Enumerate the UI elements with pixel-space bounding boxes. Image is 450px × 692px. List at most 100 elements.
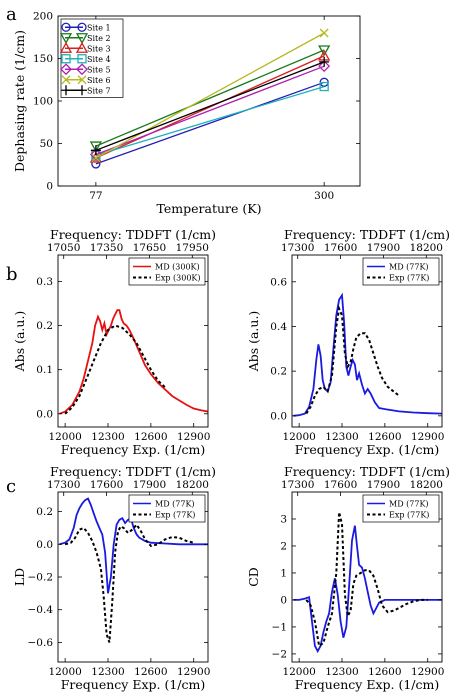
- legend-label-1: Exp (77K): [389, 274, 429, 283]
- y-tick-label: −0.4: [28, 604, 54, 616]
- panel-letter-c: c: [6, 476, 16, 497]
- top-x-tick-label: 18200: [410, 479, 443, 491]
- series-line-0: [59, 497, 208, 594]
- series-line-2: [95, 55, 325, 159]
- series-line-1: [305, 511, 428, 648]
- x-tick-label: 12600: [368, 431, 401, 443]
- top-x-tick-label: 18200: [176, 479, 209, 491]
- legend-box: [362, 494, 440, 523]
- legend-marker-end-5: [77, 75, 87, 85]
- y-tick-label: 0.4: [270, 321, 287, 333]
- x-tick-label: 12000: [282, 666, 315, 678]
- top-x-tick-label: 17600: [324, 242, 357, 254]
- legend-label-0: MD (300K): [155, 263, 200, 272]
- legend-label-1: Exp (77K): [389, 511, 429, 520]
- top-x-axis-label: Frequency: TDDFT (1/cm): [284, 227, 450, 242]
- series-line-0: [59, 309, 208, 415]
- data-point-4-0: [89, 148, 102, 161]
- series-line-1: [64, 324, 166, 415]
- x-tick-label: 12000: [48, 666, 81, 678]
- x-axis-label: Frequency Exp. (1/cm): [61, 442, 205, 457]
- y-axis-label: Abs (a.u.): [246, 311, 261, 373]
- legend-box: [362, 257, 440, 286]
- y-tick-label: 0.2: [270, 366, 287, 378]
- legend: MD (77K) Exp (77K): [362, 494, 440, 523]
- series-line-3: [95, 85, 325, 157]
- y-axis-label: LD: [12, 568, 27, 586]
- y-tick-label: 0: [46, 181, 53, 193]
- data-point-4-1: [318, 60, 331, 73]
- legend-marker-end-3: [77, 54, 87, 64]
- top-x-tick-label: 17650: [133, 242, 166, 254]
- legend: MD (77K) Exp (77K): [362, 257, 440, 286]
- chart-a: 77 300 0 50 100 150 200 Temperature (K) Dephasin…: [12, 11, 361, 216]
- x-tick-label: 300: [314, 190, 334, 202]
- legend-marker-3: [61, 54, 71, 64]
- x-axis-label: Temperature (K): [157, 201, 262, 216]
- y-tick-label: −2: [272, 648, 287, 660]
- x-tick-label: 12900: [411, 666, 444, 678]
- legend-marker-2: [59, 41, 73, 53]
- legend-label-0: MD (77K): [389, 263, 429, 272]
- x-tick-label: 12300: [91, 666, 124, 678]
- chart-b-left: 12000 12300 12600 12900 17050 17350 17650 17950…: [12, 227, 216, 457]
- x-tick-label: 12900: [177, 431, 210, 443]
- y-tick-label: −0.2: [28, 572, 54, 584]
- data-point-5-1: [319, 28, 329, 38]
- x-tick-label: 12300: [325, 431, 358, 443]
- plot-frame: [291, 254, 443, 428]
- y-tick-label: 0.1: [36, 364, 53, 376]
- legend-label-3: Site 4: [87, 55, 111, 64]
- legend-marker-4: [60, 63, 72, 76]
- x-tick-label: 12600: [134, 666, 167, 678]
- x-axis-label: Frequency Exp. (1/cm): [295, 442, 439, 457]
- legend-label-6: Site 7: [87, 86, 111, 95]
- top-x-tick-label: 17600: [90, 479, 123, 491]
- y-axis-label: Dephasing rate (1/cm): [12, 30, 27, 172]
- legend-marker-end-4: [76, 63, 88, 76]
- chart-c-left: 12000 12300 12600 12900 17300 17600 17900 18200…: [12, 464, 216, 692]
- y-tick-label: 0.0: [270, 410, 287, 422]
- series-line-4: [95, 65, 325, 156]
- top-x-tick-label: 17950: [176, 242, 209, 254]
- series-line-0: [293, 525, 442, 654]
- top-x-tick-label: 17300: [281, 242, 314, 254]
- legend-label-0: MD (77K): [155, 500, 195, 509]
- legend: MD (300K) Exp (300K): [128, 257, 206, 286]
- x-tick-label: 12000: [48, 431, 81, 443]
- legend-label-1: Exp (300K): [155, 274, 201, 283]
- data-point-5-0: [91, 153, 101, 163]
- legend-box: [128, 257, 206, 286]
- y-tick-label: 3: [280, 513, 287, 525]
- y-tick-label: −0.6: [28, 637, 54, 649]
- top-x-tick-label: 17300: [281, 479, 314, 491]
- chart-c-right: 12000 12300 12600 12900 17300 17600 17900 18200…: [246, 464, 450, 692]
- top-x-tick-label: 17900: [133, 479, 166, 491]
- y-tick-label: 50: [40, 138, 53, 150]
- top-x-tick-label: 17900: [367, 479, 400, 491]
- plot-frame: [291, 491, 443, 663]
- legend-marker-1: [59, 33, 73, 45]
- top-x-tick-label: 17300: [47, 479, 80, 491]
- legend-marker-end-2: [75, 41, 89, 53]
- x-tick-label: 12000: [282, 431, 315, 443]
- series-line-1: [95, 49, 325, 147]
- legend-label-5: Site 6: [87, 76, 111, 85]
- panel-letter-a: a: [6, 4, 17, 25]
- y-tick-label: 0: [280, 594, 287, 606]
- y-tick-label: 100: [33, 96, 53, 108]
- series-line-1: [64, 523, 194, 643]
- legend-marker-6: [61, 85, 71, 96]
- plot-frame: [57, 254, 209, 428]
- y-axis-label: CD: [246, 567, 261, 587]
- y-tick-label: 1: [280, 567, 287, 579]
- y-tick-label: 0.0: [36, 539, 53, 551]
- y-tick-label: 0.6: [270, 276, 287, 288]
- y-tick-label: 0.2: [36, 506, 53, 518]
- data-point-6-0: [90, 145, 101, 156]
- x-tick-label: 12600: [368, 666, 401, 678]
- panel-letter-b: b: [6, 264, 18, 285]
- top-x-tick-label: 17050: [47, 242, 80, 254]
- x-tick-label: 12900: [411, 431, 444, 443]
